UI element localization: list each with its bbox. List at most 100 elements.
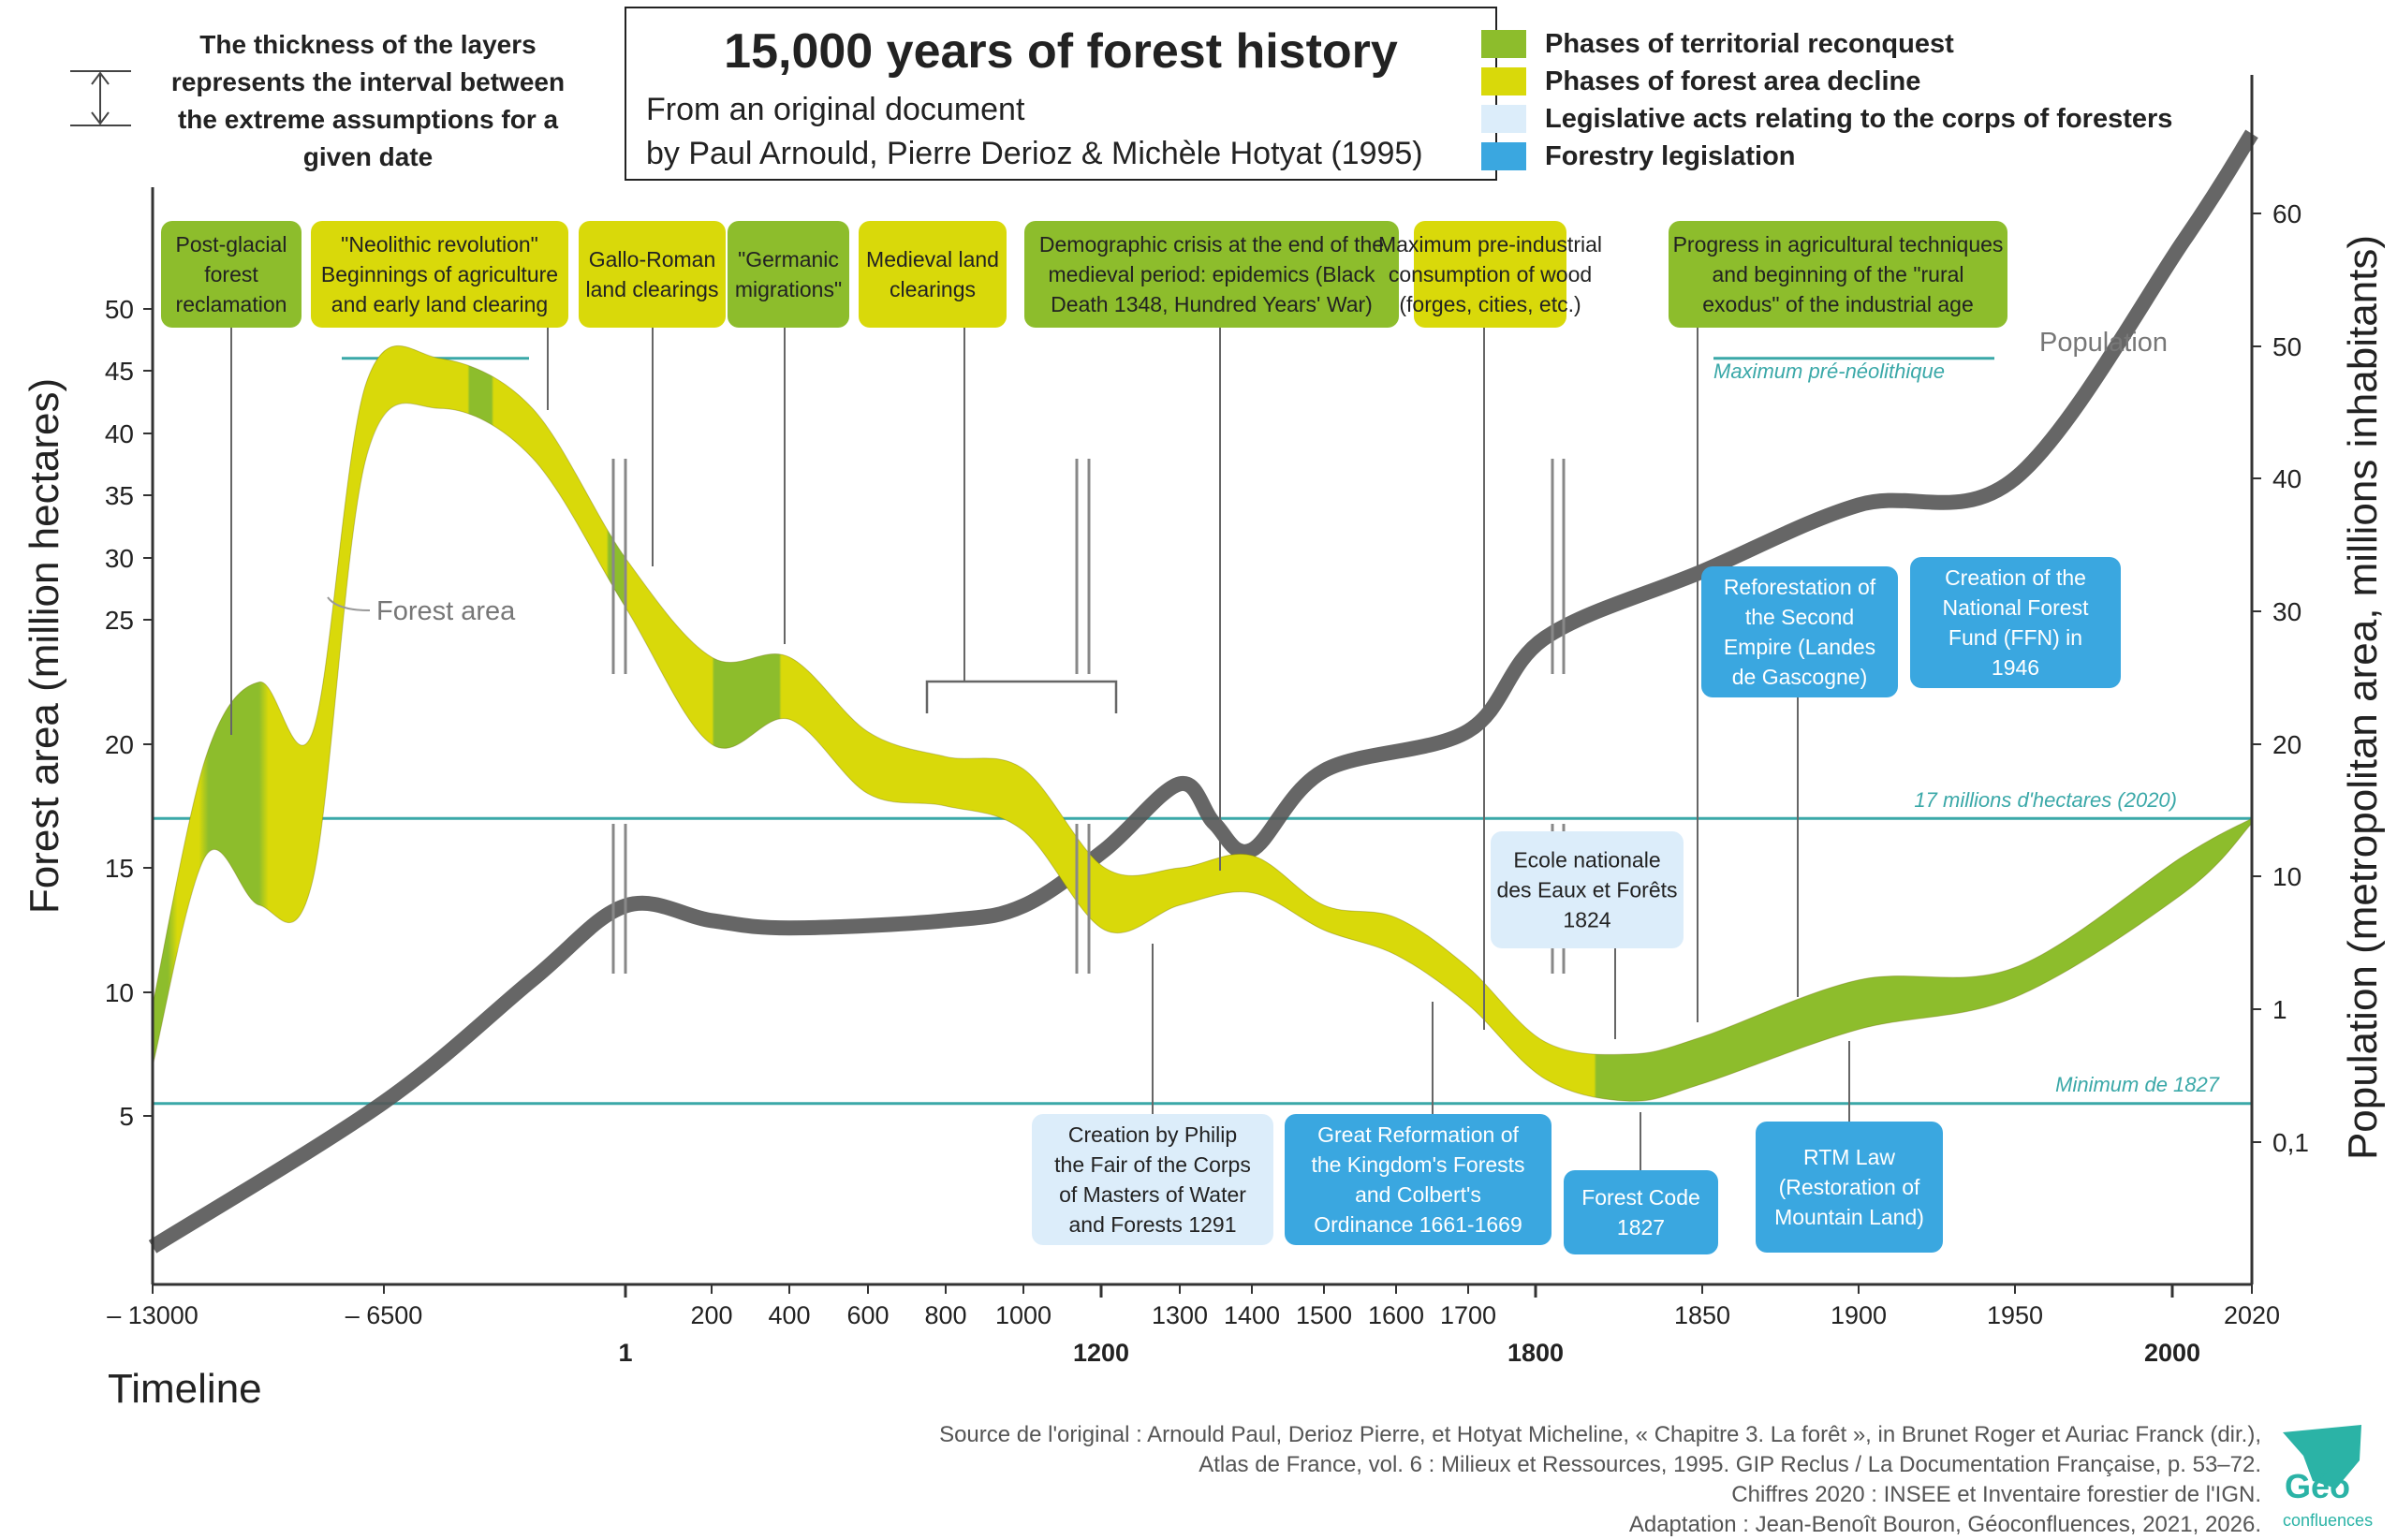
- legislation-text-6-2: Fund (FFN) in: [1948, 625, 2082, 650]
- y-left-tick-label-7: 15: [105, 854, 134, 883]
- phase-box-6: Maximum pre-industrial consumption of woo…: [1378, 221, 1602, 1030]
- legislation-text-1-1: the Kingdom's Forests: [1311, 1152, 1524, 1177]
- x-major-label-3: 2000: [2144, 1339, 2200, 1367]
- phase-text-2-1: land clearings: [586, 277, 719, 301]
- x-tick-label-9: 1500: [1296, 1301, 1352, 1329]
- phase-rect-7: [1669, 221, 2007, 328]
- legislation-rect-5: [1701, 566, 1898, 697]
- phase-text-5-0: Demographic crisis at the end of the: [1039, 232, 1384, 257]
- phase-text-0-1: forest: [204, 262, 258, 286]
- chart-subtitle-line-1: From an original document: [646, 92, 1025, 127]
- legislation-box-4: RTM Law (Restoration of Mountain Land): [1756, 1041, 1943, 1253]
- x-tick-label-3: 400: [768, 1301, 810, 1329]
- phase-box-4: Medieval land clearings: [859, 221, 1007, 682]
- phase-text-7-1: and beginning of the "rural: [1712, 262, 1963, 286]
- population-line: [148, 129, 2258, 1254]
- x-tick-label-7: 1300: [1152, 1301, 1208, 1329]
- y-left-tick-label-4: 30: [105, 544, 134, 573]
- y-left-tick-label-8: 10: [105, 978, 134, 1007]
- x-tick-label-14: 1950: [1987, 1301, 2043, 1329]
- legislation-text-5-3: de Gascogne): [1732, 665, 1867, 689]
- thickness-note-line-0: The thickness of the layers: [199, 30, 536, 59]
- legislation-text-2-0: Ecole nationale: [1513, 848, 1660, 873]
- phase-text-2-0: Gallo-Roman: [589, 247, 716, 271]
- legislation-rect-2: [1491, 831, 1684, 948]
- legend-label-3: Forestry legislation: [1545, 141, 1796, 171]
- legislation-text-1-3: Ordinance 1661-1669: [1314, 1212, 1522, 1237]
- phase-text-7-0: Progress in agricultural techniques: [1673, 232, 2004, 257]
- chart-subtitle-line-2: by Paul Arnould, Pierre Derioz & Michèle…: [646, 136, 1423, 171]
- y-axis-title-right: Population (metropolitan area, millions …: [2340, 235, 2386, 1160]
- legislation-rect-4: [1756, 1122, 1943, 1253]
- phase-rect-6: [1414, 221, 1566, 328]
- phase-text-6-0: Maximum pre-industrial: [1378, 232, 1602, 257]
- legislation-text-5-2: Empire (Landes: [1724, 635, 1875, 659]
- logo-text-main: Géo: [2285, 1467, 2350, 1505]
- x-tick-label-1: – 6500: [346, 1301, 423, 1329]
- legislation-text-1-2: and Colbert's: [1355, 1182, 1481, 1207]
- phase-text-1-0: "Neolithic revolution": [341, 232, 538, 257]
- phase-text-3-1: migrations": [735, 277, 842, 301]
- legislation-rect-0: [1032, 1114, 1273, 1245]
- x-tick-label-8: 1400: [1224, 1301, 1280, 1329]
- phase-text-0-0: Post-glacial: [176, 232, 287, 257]
- thickness-note-line-1: represents the interval between: [171, 67, 565, 96]
- y-left-tick-label-9: 5: [119, 1102, 134, 1131]
- y-left-tick-label-6: 20: [105, 730, 134, 759]
- phase-text-6-1: consumption of wood: [1389, 262, 1592, 286]
- phase-rect-5: [1024, 221, 1399, 328]
- geoconfluences-logo: Géo confluences: [2283, 1425, 2373, 1530]
- legislation-text-4-0: RTM Law: [1803, 1145, 1895, 1169]
- legislation-text-0-3: and Forests 1291: [1068, 1212, 1236, 1237]
- legislation-text-5-1: the Second: [1745, 605, 1854, 629]
- legislation-rect-6: [1910, 557, 2121, 688]
- phase-rect-3: [728, 221, 849, 328]
- y-left-tick-label-3: 35: [105, 481, 134, 510]
- legislation-text-6-0: Creation of the: [1945, 565, 2086, 590]
- legislation-text-3-0: Forest Code: [1581, 1185, 1700, 1210]
- phase-box-5: Demographic crisis at the end of the medi…: [1024, 221, 1399, 871]
- y-right-tick-label-1: 50: [2272, 332, 2301, 361]
- thickness-note-line-3: given date: [303, 142, 433, 171]
- x-tick-label-0: – 13000: [107, 1301, 199, 1329]
- phase-text-4-1: clearings: [890, 277, 976, 301]
- y-right-tick-label-7: 0,1: [2272, 1128, 2309, 1157]
- y-left-tick-label-5: 25: [105, 606, 134, 635]
- legislation-text-4-2: Mountain Land): [1774, 1205, 1924, 1229]
- phase-box-3: "Germanic migrations": [728, 221, 849, 644]
- legislation-text-3-1: 1827: [1617, 1215, 1665, 1239]
- phase-text-3-0: "Germanic: [738, 247, 839, 271]
- legislation-box-5: Reforestation of the Second Empire (Landes…: [1701, 566, 1898, 997]
- source-line-3: Adaptation : Jean-Benoît Bouron, Géoconf…: [1629, 1512, 2261, 1537]
- population-label: Population: [2039, 328, 2168, 358]
- legislation-text-0-0: Creation by Philip: [1068, 1122, 1237, 1147]
- legislation-text-4-1: (Restoration of: [1779, 1175, 1920, 1199]
- legend-swatch-2: [1481, 105, 1526, 133]
- phase-text-5-2: Death 1348, Hundred Years' War): [1051, 292, 1373, 316]
- thickness-note-line-2: the extreme assumptions for a: [178, 105, 559, 134]
- x-major-label-0: 1: [618, 1339, 632, 1367]
- phase-text-7-2: exodus" of the industrial age: [1702, 292, 1973, 316]
- medieval-bracket: [925, 680, 1118, 713]
- legislation-text-1-0: Great Reformation of: [1317, 1122, 1519, 1147]
- x-tick-label-15: 2020: [2224, 1301, 2280, 1329]
- legend-label-1: Phases of forest area decline: [1545, 66, 1920, 96]
- phase-box-0: Post-glacial forest reclamation: [161, 221, 301, 735]
- legend-label-0: Phases of territorial reconquest: [1545, 29, 1954, 59]
- phase-rect-1: [311, 221, 568, 328]
- legislation-text-2-1: des Eaux et Forêts: [1496, 878, 1677, 902]
- phase-text-4-0: Medieval land: [866, 247, 999, 271]
- phase-box-1: "Neolithic revolution" Beginnings of agri…: [311, 221, 568, 410]
- phase-rect-2: [579, 221, 726, 328]
- legend-swatch-0: [1481, 30, 1526, 58]
- source-line-2: Chiffres 2020 : INSEE et Inventaire fore…: [1731, 1482, 2261, 1507]
- phase-box-7: Progress in agricultural techniques and b…: [1669, 221, 2007, 1022]
- y-right-tick-label-2: 40: [2272, 464, 2301, 493]
- y-left-tick-label-2: 40: [105, 419, 134, 448]
- y-right-tick-label-3: 30: [2272, 597, 2301, 626]
- legislation-box-0: Creation by Philip the Fair of the Corps o…: [1032, 944, 1273, 1245]
- legislation-box-6: Creation of the National Forest Fund (FFN)…: [1910, 557, 2121, 688]
- phase-rect-4: [859, 221, 1007, 328]
- legislation-text-5-0: Reforestation of: [1724, 575, 1876, 599]
